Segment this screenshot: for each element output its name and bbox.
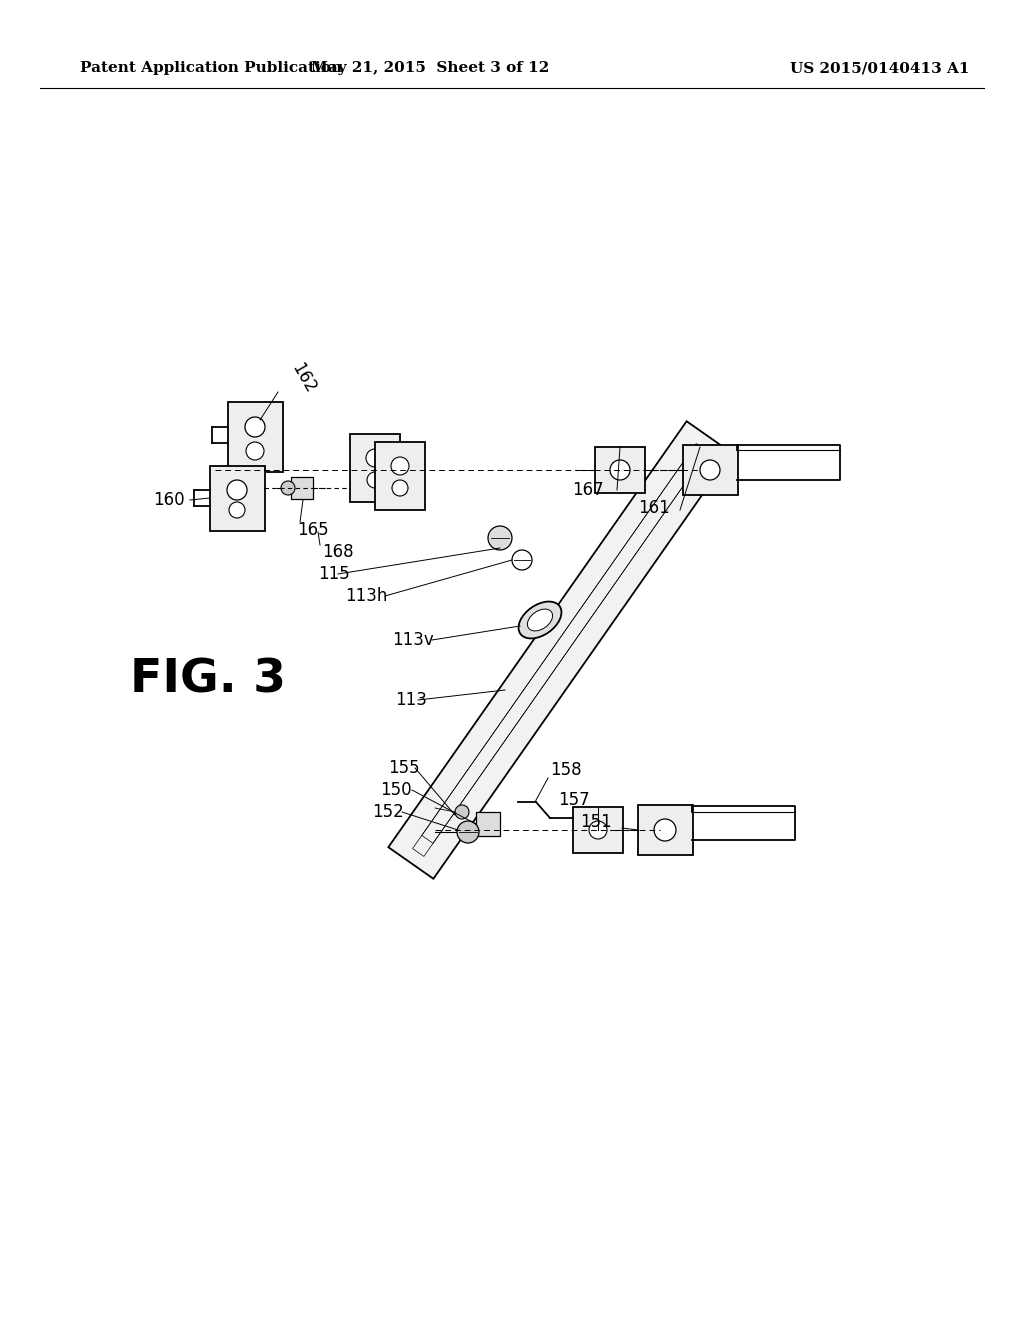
Polygon shape [388, 421, 732, 879]
Polygon shape [683, 445, 737, 495]
Text: 157: 157 [558, 791, 590, 809]
Text: 150: 150 [380, 781, 412, 799]
Circle shape [589, 821, 607, 840]
Text: US 2015/0140413 A1: US 2015/0140413 A1 [791, 61, 970, 75]
Text: FIG. 3: FIG. 3 [130, 657, 286, 702]
Text: May 21, 2015  Sheet 3 of 12: May 21, 2015 Sheet 3 of 12 [311, 61, 549, 75]
Polygon shape [375, 442, 425, 510]
Circle shape [391, 457, 409, 475]
Polygon shape [638, 805, 692, 855]
Circle shape [457, 821, 479, 843]
Text: 155: 155 [388, 759, 420, 777]
Circle shape [488, 525, 512, 550]
Text: 161: 161 [638, 499, 670, 517]
Polygon shape [595, 447, 645, 492]
Circle shape [229, 502, 245, 517]
Polygon shape [227, 403, 283, 473]
Circle shape [512, 550, 532, 570]
Ellipse shape [518, 602, 561, 639]
Text: Patent Application Publication: Patent Application Publication [80, 61, 342, 75]
Circle shape [366, 449, 384, 467]
Circle shape [654, 818, 676, 841]
Polygon shape [476, 812, 500, 836]
Text: 115: 115 [318, 565, 350, 583]
Circle shape [246, 442, 264, 459]
Polygon shape [210, 466, 264, 531]
Text: 165: 165 [297, 521, 329, 539]
Circle shape [610, 459, 630, 480]
Circle shape [367, 473, 383, 488]
Text: 158: 158 [550, 762, 582, 779]
Text: 151: 151 [580, 813, 611, 832]
Text: 113v: 113v [392, 631, 434, 649]
Circle shape [227, 480, 247, 500]
Text: 160: 160 [154, 491, 185, 510]
Circle shape [392, 480, 408, 496]
Polygon shape [573, 807, 623, 853]
Text: 113: 113 [395, 690, 427, 709]
Circle shape [245, 417, 265, 437]
Ellipse shape [527, 609, 553, 631]
Circle shape [700, 459, 720, 480]
Text: 152: 152 [372, 803, 403, 821]
Polygon shape [291, 477, 313, 499]
Polygon shape [350, 434, 400, 502]
Circle shape [455, 805, 469, 818]
Text: 113h: 113h [345, 587, 387, 605]
Text: 167: 167 [572, 480, 603, 499]
Text: 162: 162 [288, 360, 319, 396]
Text: 168: 168 [322, 543, 353, 561]
Circle shape [281, 480, 295, 495]
